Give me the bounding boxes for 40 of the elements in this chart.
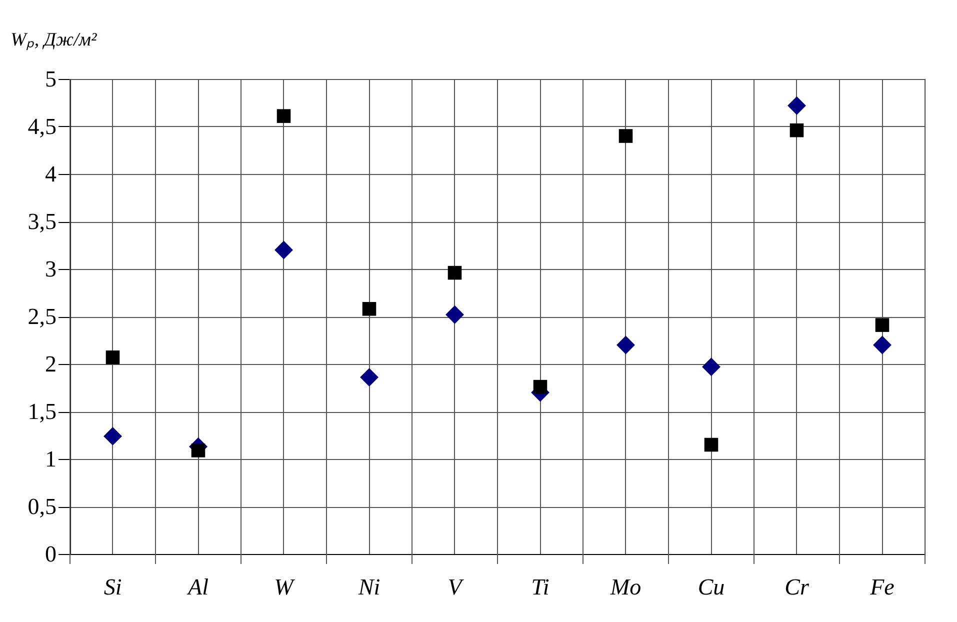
point bbox=[446, 305, 464, 324]
x-tick-label: V bbox=[448, 574, 465, 600]
y-tick-label: 1,5 bbox=[28, 399, 56, 424]
point bbox=[875, 318, 890, 332]
x-tick-label: Fe bbox=[869, 574, 894, 600]
point bbox=[448, 266, 462, 280]
point bbox=[274, 240, 293, 260]
point bbox=[360, 368, 378, 387]
point bbox=[191, 444, 206, 458]
point bbox=[788, 96, 806, 115]
y-tick-label: 4,5 bbox=[28, 114, 56, 139]
y-tick-label: 2 bbox=[45, 352, 56, 376]
y-tick-label: 0 bbox=[45, 542, 56, 566]
x-tick-label: Cr bbox=[784, 574, 810, 600]
x-tick-label: W bbox=[274, 574, 296, 600]
x-tick-label: Mo bbox=[609, 574, 642, 600]
y-tick-label: 2,5 bbox=[28, 304, 56, 329]
x-tick-label: Al bbox=[186, 574, 208, 600]
point bbox=[618, 129, 633, 143]
x-tick-label: Ti bbox=[531, 574, 550, 600]
y-tick-label: 3,5 bbox=[28, 209, 56, 234]
point bbox=[104, 426, 122, 446]
x-tick-label: Si bbox=[104, 574, 122, 600]
point bbox=[704, 438, 718, 452]
point bbox=[616, 336, 635, 354]
y-axis-title: Wₚ, Дж/м² bbox=[10, 30, 97, 50]
point bbox=[873, 336, 892, 354]
y-tick-label: 0,5 bbox=[28, 494, 56, 519]
y-tick-label: 4 bbox=[45, 162, 57, 186]
point bbox=[276, 109, 291, 123]
point bbox=[106, 350, 120, 364]
x-tick-label: Ni bbox=[357, 574, 380, 600]
point bbox=[533, 380, 548, 394]
point bbox=[702, 358, 720, 376]
y-tick-label: 5 bbox=[45, 66, 56, 92]
x-tick-label: Cu bbox=[698, 574, 725, 600]
y-tick-label: 1 bbox=[45, 446, 56, 472]
point bbox=[362, 302, 376, 316]
point bbox=[790, 123, 804, 138]
y-tick-label: 3 bbox=[45, 256, 56, 282]
